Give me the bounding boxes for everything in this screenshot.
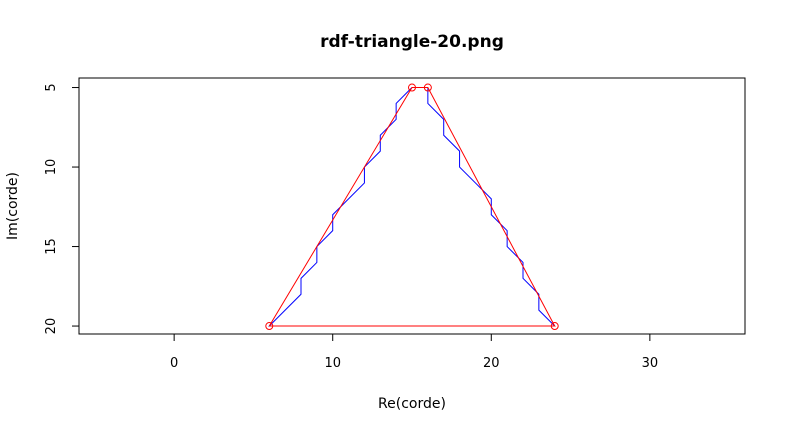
y-axis: 5 10 15 20	[44, 83, 80, 335]
x-axis: 0 10 20 30	[170, 333, 659, 371]
polygon-point	[550, 322, 559, 331]
y-tick-label: 20	[44, 318, 59, 335]
y-axis-label: Im(corde)	[5, 172, 21, 240]
y-tick-label: 10	[44, 159, 59, 176]
x-tick-label: 20	[483, 356, 500, 371]
plot-frame	[78, 77, 746, 335]
polygon-point	[423, 83, 432, 92]
y-tick-label: 15	[44, 238, 59, 255]
polygon-line	[268, 87, 556, 327]
x-tick-label: 30	[642, 356, 659, 371]
polygon-point	[408, 83, 416, 92]
y-tick-label: 5	[44, 83, 59, 91]
staircase-line	[268, 87, 556, 327]
polygon-point	[265, 322, 274, 331]
chart-title: rdf-triangle-20.png	[320, 32, 504, 52]
x-tick-label: 10	[324, 356, 341, 371]
x-tick-label: 0	[170, 356, 178, 371]
x-axis-label: Re(corde)	[378, 396, 446, 412]
series-layer	[265, 83, 559, 331]
